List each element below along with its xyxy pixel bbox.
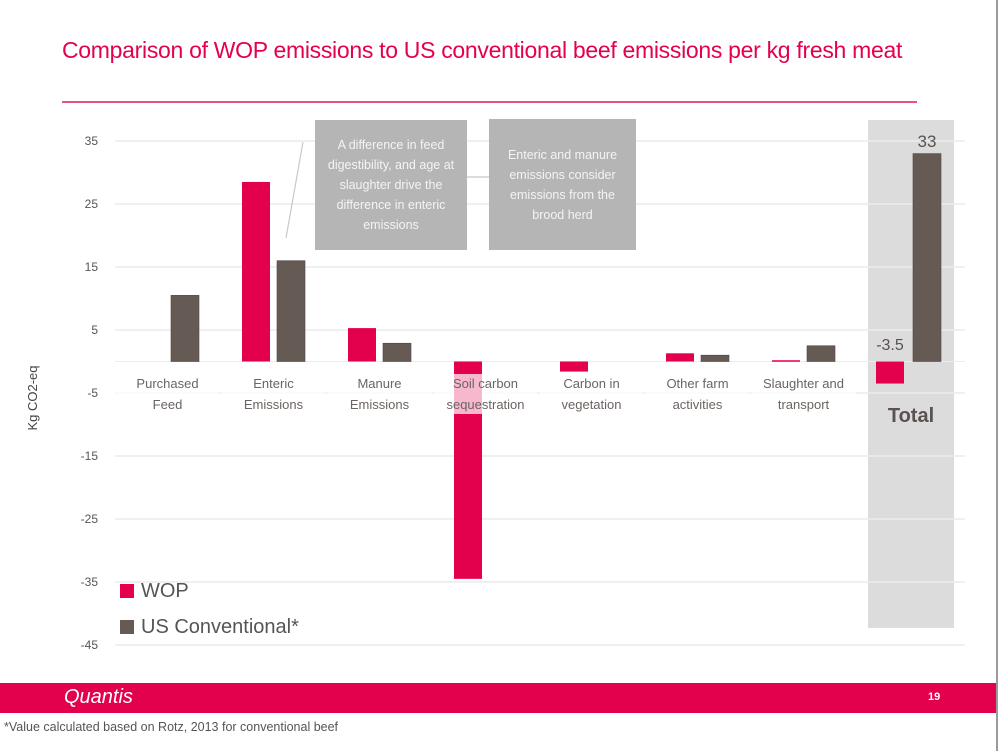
y-tick-label: 35 bbox=[85, 134, 99, 148]
bar-wop bbox=[242, 181, 270, 362]
callout-connector bbox=[285, 141, 304, 239]
category-label-bg bbox=[115, 374, 220, 414]
y-tick-label: -45 bbox=[81, 638, 99, 652]
category-label-bg bbox=[645, 374, 750, 414]
y-tick-label: -15 bbox=[81, 449, 99, 463]
category-label: Soil carbon sequestration bbox=[446, 376, 524, 412]
emissions-bar-chart: 35 25 15 5 -5 -15 -25 -35 -45 Kg CO2-eq Purchased F… bbox=[25, 120, 965, 652]
bar-wop bbox=[560, 361, 588, 372]
y-tick-label: -25 bbox=[81, 512, 99, 526]
bar-wop bbox=[876, 361, 904, 384]
category-label-line: sequestration bbox=[446, 397, 524, 412]
legend-swatch-us-conventional bbox=[120, 620, 134, 634]
slide-border bbox=[996, 0, 998, 751]
bar-us-conventional bbox=[382, 342, 412, 362]
bar-us-conventional bbox=[912, 153, 942, 362]
category-label-line: Slaughter and bbox=[763, 376, 844, 391]
bar-us-conventional bbox=[806, 345, 836, 362]
legend-item-wop: WOP bbox=[120, 573, 299, 609]
slide-title: Comparison of WOP emissions to US conven… bbox=[62, 37, 903, 63]
category-label-line: Manure bbox=[357, 376, 401, 391]
legend-swatch-wop bbox=[120, 584, 134, 598]
footnote: *Value calculated based on Rotz, 2013 fo… bbox=[4, 720, 339, 734]
bar-wop bbox=[666, 353, 694, 362]
category-label-bg bbox=[433, 374, 538, 414]
category-label-line: Purchased bbox=[136, 376, 198, 391]
bar-wop bbox=[348, 328, 376, 362]
category-label-line: activities bbox=[673, 397, 723, 412]
bar-us-conventional bbox=[170, 295, 200, 362]
category-label-bg bbox=[539, 374, 644, 414]
category-label-line: Other farm bbox=[666, 376, 728, 391]
callout-text: Enteric and manure emissions consider em… bbox=[507, 147, 618, 222]
data-label-total-wop: -3.5 bbox=[876, 337, 904, 354]
category-label: Other farm activities bbox=[666, 376, 728, 412]
title-underline bbox=[62, 101, 917, 103]
y-tick-label: 5 bbox=[91, 323, 98, 337]
legend-item-us-conventional: US Conventional* bbox=[120, 609, 299, 645]
data-label-total-us: 33 bbox=[918, 132, 937, 151]
category-label-total: Total bbox=[888, 405, 934, 427]
bar-us-conventional bbox=[700, 354, 730, 362]
page-number: 19 bbox=[928, 691, 941, 703]
category-label: Slaughter and transport bbox=[763, 376, 844, 412]
y-tick-label: 25 bbox=[85, 197, 99, 211]
bar-us-conventional bbox=[276, 260, 306, 362]
category-label: Purchased Feed bbox=[136, 376, 198, 412]
callout-enteric-digestibility: A difference in feed digestibility, and … bbox=[315, 120, 467, 250]
category-label: Manure Emissions bbox=[350, 376, 410, 412]
category-label: Carbon in vegetation bbox=[562, 376, 622, 412]
category-label-line: vegetation bbox=[562, 397, 622, 412]
category-label-line: Enteric bbox=[253, 376, 294, 391]
y-tick-label: -35 bbox=[81, 575, 99, 589]
quantis-logo: Quantis bbox=[64, 686, 133, 708]
y-axis-label: Kg CO2-eq bbox=[25, 365, 40, 430]
legend-label: WOP bbox=[141, 579, 189, 602]
category-label-bg bbox=[327, 374, 432, 414]
category-label-line: Emissions bbox=[350, 397, 410, 412]
y-tick-label: 15 bbox=[85, 260, 99, 274]
category-label-line: Feed bbox=[153, 397, 183, 412]
chart-legend: WOP US Conventional* bbox=[120, 573, 299, 645]
legend-label: US Conventional* bbox=[141, 615, 299, 638]
footer-band: Quantis 19 bbox=[0, 683, 996, 713]
y-tick-label: -5 bbox=[87, 386, 98, 400]
category-label-bg bbox=[221, 374, 326, 414]
category-label-bg bbox=[751, 374, 856, 414]
category-label-line: Soil carbon bbox=[453, 376, 518, 391]
category-label-line: Carbon in bbox=[563, 376, 619, 391]
category-label-line: Emissions bbox=[244, 397, 304, 412]
callout-text: A difference in feed digestibility, and … bbox=[327, 138, 455, 232]
callout-brood-herd: Enteric and manure emissions consider em… bbox=[489, 119, 636, 250]
category-label: Enteric Emissions bbox=[244, 376, 304, 412]
category-label-line: transport bbox=[778, 397, 830, 412]
bar-wop bbox=[772, 360, 800, 362]
